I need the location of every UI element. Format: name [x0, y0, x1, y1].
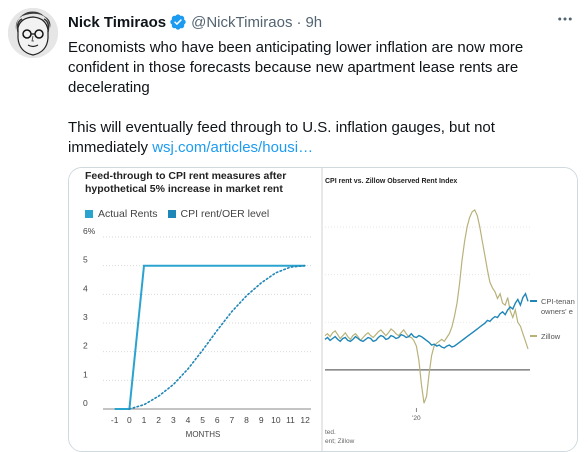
source-line-1: ted.: [325, 429, 336, 436]
left-xtick-label: 10: [271, 415, 281, 425]
left-xtick-label: 0: [127, 415, 132, 425]
left-ytick-label: 3: [83, 312, 88, 322]
zillow-line: [324, 208, 529, 404]
image-divider: [321, 168, 323, 451]
tweet-header: Nick Timiraos @NickTimiraos · 9h: [68, 12, 322, 32]
right-chart-plot: '20: [324, 208, 537, 422]
more-icon[interactable]: [556, 10, 574, 33]
avatar[interactable]: [8, 8, 58, 58]
left-ytick-label: 4: [83, 283, 88, 293]
left-ytick-label: 6%: [83, 226, 96, 236]
left-ytick-label: 5: [83, 255, 88, 265]
left-chart-title: Feed-through to CPI rent measures after …: [85, 170, 287, 195]
source-line-2: ent; Zillow: [325, 438, 355, 445]
right-xtick-label: '20: [412, 415, 421, 422]
author-handle[interactable]: @NickTimiraos: [191, 13, 293, 31]
left-xtick-label: 3: [171, 415, 176, 425]
left-xtick-label: 6: [215, 415, 220, 425]
legend-cpi-line1: CPI-tenan: [541, 297, 575, 306]
left-xtick-label: 9: [259, 415, 264, 425]
avatar-portrait-image: [8, 8, 58, 58]
tweet-timestamp[interactable]: 9h: [305, 13, 323, 31]
left-xaxis-label: MONTHS: [186, 430, 221, 439]
left-ytick-label: 0: [83, 398, 88, 408]
separator-dot: ·: [296, 13, 302, 31]
tweet-paragraph-2: This will eventually feed through to U.S…: [68, 118, 548, 158]
left-ytick-label: 1: [83, 369, 88, 379]
left-ytick-label: 2: [83, 341, 88, 351]
legend-zillow: Zillow: [541, 332, 561, 341]
tweet-text: Economists who have been anticipating lo…: [68, 38, 548, 158]
feed-through-chart[interactable]: Feed-through to CPI rent measures after …: [69, 168, 321, 451]
legend-swatch-actual: [85, 210, 93, 218]
legend-label-actual: Actual Rents: [98, 208, 158, 220]
left-xtick-label: 11: [286, 415, 295, 425]
left-xtick-label: 1: [142, 415, 147, 425]
article-link[interactable]: wsj.com/articles/housi…: [152, 139, 314, 156]
right-chart-title: CPI rent vs. Zillow Observed Rent Index: [325, 178, 458, 185]
more-dots-icon: [558, 17, 572, 21]
legend-label-cpi: CPI rent/OER level: [180, 208, 270, 220]
tweet-paragraph-1: Economists who have been anticipating lo…: [68, 39, 524, 96]
left-xtick-label: 2: [156, 415, 161, 425]
left-xtick-label: 12: [300, 415, 310, 425]
left-xtick-label: 7: [230, 415, 235, 425]
left-xtick-label: -1: [111, 415, 119, 425]
actual-rents-line: [114, 264, 306, 410]
cpi-rent-line: [128, 264, 306, 410]
media-gallery[interactable]: Feed-through to CPI rent measures after …: [68, 167, 578, 452]
verified-badge-icon: [170, 14, 186, 30]
cpi-tenant-line: [324, 292, 529, 349]
tweet-paragraph-2-text: This will eventually feed through to U.S…: [68, 119, 495, 156]
cpi-vs-zillow-chart[interactable]: CPI rent vs. Zillow Observed Rent Index …: [323, 168, 577, 451]
left-xtick-label: 5: [200, 415, 205, 425]
author-name[interactable]: Nick Timiraos: [68, 13, 167, 31]
legend-swatch-cpi: [167, 210, 176, 218]
left-xtick-label: 8: [244, 415, 249, 425]
legend-cpi-line2: owners' e: [541, 307, 573, 316]
left-chart-legend: Actual Rents CPI rent/OER level: [85, 208, 269, 220]
left-xtick-label: 4: [186, 415, 191, 425]
